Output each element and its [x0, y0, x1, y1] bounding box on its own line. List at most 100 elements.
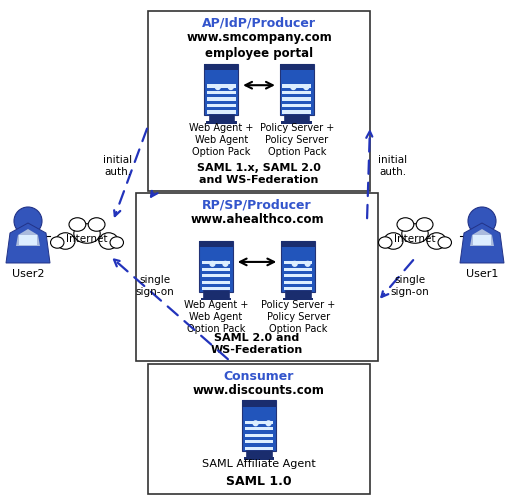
Circle shape [467, 207, 495, 235]
Circle shape [14, 207, 42, 235]
Polygon shape [459, 223, 503, 263]
Ellipse shape [74, 224, 100, 243]
Ellipse shape [50, 237, 64, 248]
Bar [207, 97, 235, 101]
Bar [282, 104, 310, 107]
Circle shape [305, 261, 309, 266]
Bar [201, 267, 230, 271]
Text: single
sign-on: single sign-on [135, 275, 174, 297]
Bar [206, 121, 236, 124]
Bar [204, 64, 238, 115]
Bar [148, 11, 369, 191]
Ellipse shape [99, 233, 118, 249]
Bar [280, 241, 315, 292]
Bar [201, 274, 230, 277]
Bar [199, 241, 233, 247]
Bar [136, 193, 377, 361]
Bar [204, 64, 238, 70]
Ellipse shape [426, 233, 445, 249]
Bar [244, 440, 273, 443]
Bar [242, 400, 275, 407]
Text: initial
auth.: initial auth. [103, 155, 132, 177]
Bar [244, 421, 273, 424]
Text: Policy Server +
Policy Server
Option Pack: Policy Server + Policy Server Option Pac… [261, 300, 334, 334]
Bar [201, 261, 230, 264]
Bar [284, 267, 312, 271]
Text: RP/SP/Producer: RP/SP/Producer [202, 199, 311, 212]
Bar [284, 287, 312, 291]
Bar [472, 235, 490, 245]
Bar [282, 97, 310, 101]
Bar [284, 261, 312, 264]
Bar [282, 110, 310, 114]
Ellipse shape [69, 218, 86, 231]
Bar [282, 298, 313, 301]
Bar [19, 235, 37, 245]
Bar [203, 291, 228, 298]
Bar [279, 64, 313, 115]
Bar [207, 104, 235, 107]
Bar [243, 457, 274, 460]
Ellipse shape [55, 233, 75, 249]
Bar [242, 400, 275, 451]
Text: SAML 2.0 and
WS-Federation: SAML 2.0 and WS-Federation [210, 333, 302, 355]
Bar [246, 450, 271, 457]
Bar [207, 110, 235, 114]
Bar [207, 91, 235, 94]
Bar [284, 274, 312, 277]
Bar [282, 91, 310, 94]
Bar [199, 241, 233, 292]
Ellipse shape [396, 218, 413, 231]
Bar [148, 364, 369, 494]
Text: www.ahealthco.com: www.ahealthco.com [190, 213, 323, 226]
Bar [279, 64, 313, 70]
Ellipse shape [437, 237, 450, 248]
Text: single
sign-on: single sign-on [390, 275, 429, 297]
Text: www.discounts.com: www.discounts.com [193, 384, 324, 397]
Bar [280, 241, 315, 247]
Text: AP/IdP/Producer: AP/IdP/Producer [202, 17, 316, 30]
Bar [244, 434, 273, 437]
Circle shape [215, 85, 220, 89]
Text: Consumer: Consumer [223, 370, 294, 383]
Bar [284, 281, 312, 284]
Polygon shape [469, 229, 493, 246]
Ellipse shape [401, 224, 428, 243]
Text: www.smcompany.com
employee portal: www.smcompany.com employee portal [186, 31, 331, 60]
Bar [282, 84, 310, 88]
Bar [208, 114, 234, 121]
Bar [200, 298, 231, 301]
Bar [244, 427, 273, 431]
Bar [207, 84, 235, 88]
Text: Internet: Internet [393, 235, 435, 245]
Text: Internet: Internet [66, 235, 107, 245]
Circle shape [253, 421, 258, 426]
Bar [201, 287, 230, 291]
Polygon shape [6, 223, 50, 263]
Text: User2: User2 [12, 269, 44, 279]
Text: SAML 1.x, SAML 2.0
and WS-Federation: SAML 1.x, SAML 2.0 and WS-Federation [196, 163, 320, 185]
Text: SAML 1.0: SAML 1.0 [226, 475, 291, 488]
Ellipse shape [110, 237, 123, 248]
Circle shape [222, 261, 228, 266]
Text: Web Agent +
Web Agent
Option Pack: Web Agent + Web Agent Option Pack [189, 123, 253, 157]
Ellipse shape [415, 218, 432, 231]
Ellipse shape [88, 218, 105, 231]
Text: Policy Server +
Policy Server
Option Pack: Policy Server + Policy Server Option Pac… [259, 123, 333, 157]
Polygon shape [16, 229, 40, 246]
Ellipse shape [378, 237, 391, 248]
Circle shape [303, 85, 308, 89]
Bar [285, 291, 310, 298]
Circle shape [210, 261, 214, 266]
Text: Web Agent +
Web Agent
Option Pack: Web Agent + Web Agent Option Pack [183, 300, 247, 334]
Text: initial
auth.: initial auth. [378, 155, 407, 177]
Circle shape [292, 261, 297, 266]
Bar [244, 446, 273, 450]
Circle shape [228, 85, 233, 89]
Text: User1: User1 [465, 269, 497, 279]
Circle shape [266, 421, 270, 426]
Bar [281, 121, 312, 124]
Circle shape [291, 85, 295, 89]
Text: SAML Affiliate Agent: SAML Affiliate Agent [202, 459, 315, 469]
Bar [201, 281, 230, 284]
